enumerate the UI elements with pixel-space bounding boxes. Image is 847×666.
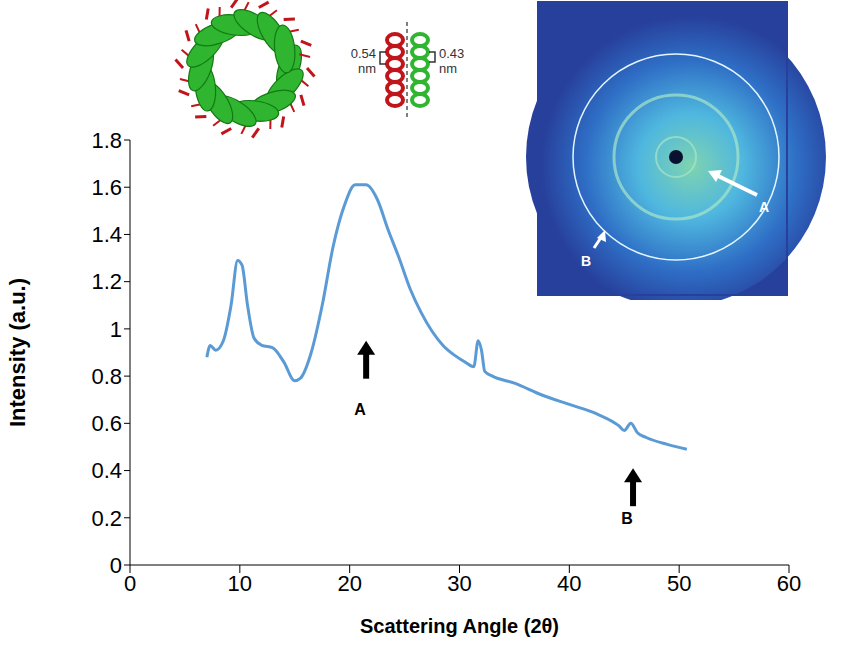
- svg-text:10: 10: [228, 571, 252, 596]
- svg-text:B: B: [621, 510, 633, 527]
- svg-text:1.8: 1.8: [91, 128, 122, 153]
- svg-text:0.8: 0.8: [91, 364, 122, 389]
- svg-text:1: 1: [110, 317, 122, 342]
- svg-text:B: B: [581, 253, 591, 269]
- svg-text:50: 50: [667, 571, 691, 596]
- svg-text:1.6: 1.6: [91, 175, 122, 200]
- svg-text:0.2: 0.2: [91, 506, 122, 531]
- svg-text:20: 20: [337, 571, 361, 596]
- svg-text:1.2: 1.2: [91, 269, 122, 294]
- svg-text:1.4: 1.4: [91, 222, 122, 247]
- svg-text:30: 30: [447, 571, 471, 596]
- svg-text:0.54nm: 0.54nm: [351, 46, 376, 76]
- svg-text:A: A: [354, 401, 366, 418]
- svg-text:A: A: [759, 199, 769, 215]
- svg-text:0.6: 0.6: [91, 411, 122, 436]
- svg-text:0: 0: [124, 571, 136, 596]
- svg-text:0.43nm: 0.43nm: [439, 46, 464, 76]
- svg-text:60: 60: [777, 571, 801, 596]
- svg-text:Intensity (a.u.): Intensity (a.u.): [5, 278, 30, 427]
- svg-text:40: 40: [557, 571, 581, 596]
- svg-text:Scattering Angle (2θ): Scattering Angle (2θ): [360, 615, 559, 637]
- svg-text:0.4: 0.4: [91, 458, 122, 483]
- svg-text:0: 0: [110, 553, 122, 578]
